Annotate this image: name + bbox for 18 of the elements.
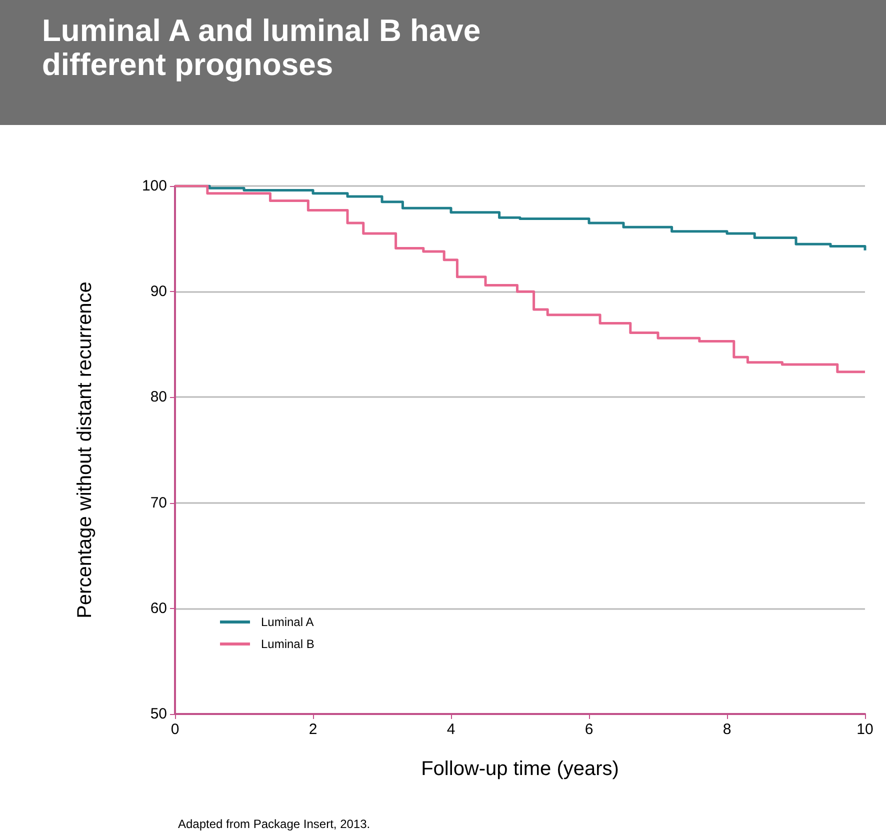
- y-tick-label: 50: [150, 706, 167, 722]
- x-tick-label: 0: [170, 721, 180, 738]
- x-tick-label: 2: [308, 721, 318, 738]
- y-tick-label: 60: [150, 600, 167, 617]
- y-tick-label: 90: [150, 283, 167, 300]
- x-tick-label: 6: [584, 721, 594, 738]
- legend-label: Luminal A: [261, 615, 314, 629]
- y-tick-label: 70: [150, 494, 167, 512]
- legend-label: Luminal B: [261, 637, 314, 651]
- x-tick-label: 8: [722, 721, 732, 738]
- chart-title: Luminal A and luminal B have different prognoses: [42, 13, 482, 82]
- y-axis-title: Percentage without distant recurrence: [74, 282, 96, 618]
- x-tick-label: 10: [856, 721, 874, 738]
- x-tick-label: 4: [446, 721, 456, 738]
- y-tick-label: 80: [150, 388, 167, 406]
- y-tick-label: 100: [142, 178, 167, 194]
- x-axis-title: Follow-up time (years): [421, 758, 619, 780]
- text: Adapted from Package Insert, 2013.: [178, 817, 370, 831]
